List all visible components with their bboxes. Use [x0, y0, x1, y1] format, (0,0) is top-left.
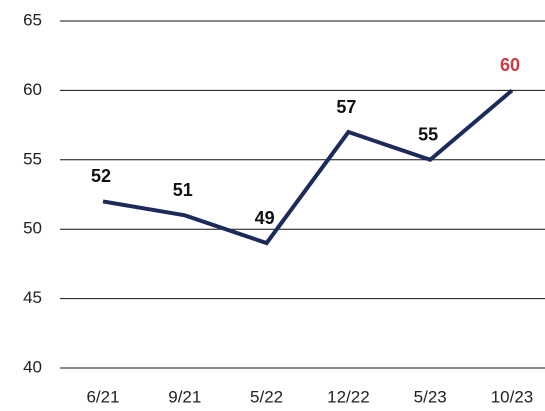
- y-tick-label: 50: [23, 219, 42, 238]
- x-tick-label: 12/22: [327, 387, 370, 406]
- data-label: 57: [336, 97, 356, 117]
- x-tick-label: 10/23: [491, 387, 534, 406]
- y-tick-label: 40: [23, 357, 42, 376]
- y-tick-label: 55: [23, 149, 42, 168]
- data-label: 55: [418, 125, 438, 145]
- data-line: [102, 88, 514, 246]
- x-tick-label: 5/23: [414, 387, 447, 406]
- y-tick-label: 60: [23, 80, 42, 99]
- x-tick-label: 6/21: [86, 387, 119, 406]
- data-label: 60: [500, 55, 520, 75]
- x-tick-label: 5/22: [250, 387, 283, 406]
- data-label: 51: [173, 180, 193, 200]
- y-tick-label: 65: [23, 10, 42, 29]
- x-tick-label: 9/21: [168, 387, 201, 406]
- data-label: 52: [91, 166, 111, 186]
- data-label: 49: [255, 208, 275, 228]
- y-tick-label: 45: [23, 288, 42, 307]
